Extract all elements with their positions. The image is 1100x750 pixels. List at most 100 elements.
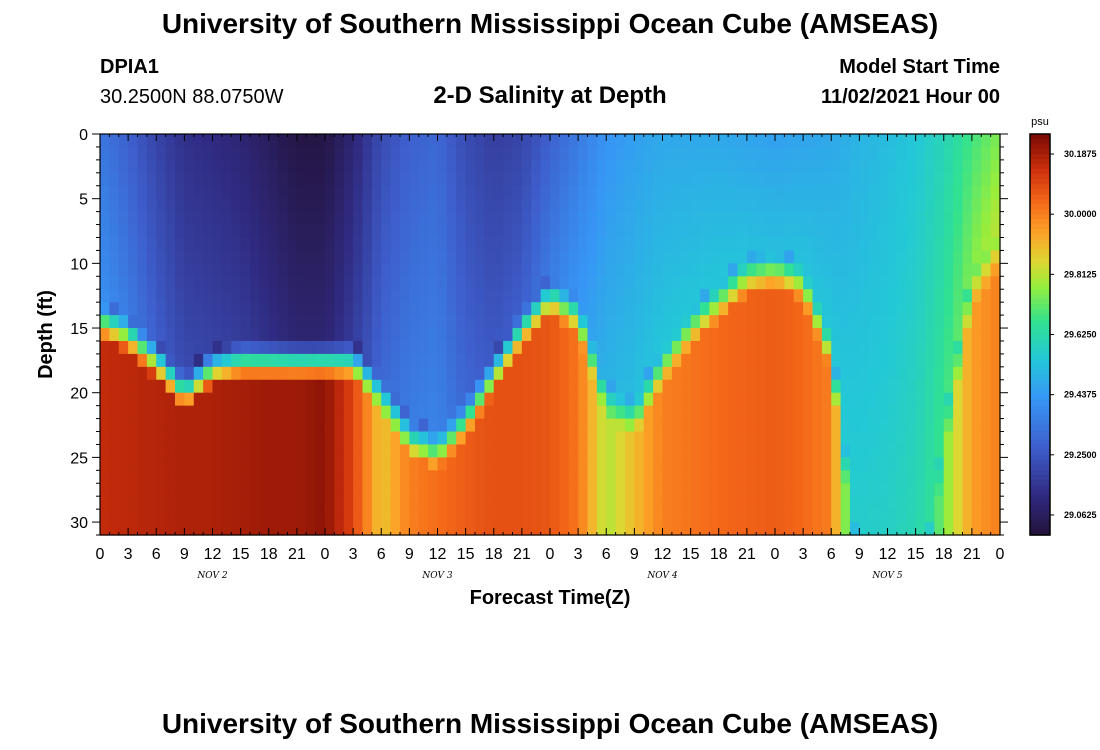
heatmap-cell [962,405,973,420]
heatmap-cell [765,302,776,316]
heatmap-cell [287,146,298,161]
heatmap-cell [925,315,935,329]
heatmap-cell [737,379,748,394]
heatmap-cell [990,328,1001,342]
heatmap-cell [662,185,673,200]
colorbar-band [1030,359,1050,366]
heatmap-cell [662,211,673,226]
heatmap-cell [718,263,729,277]
heatmap-cell [531,483,542,497]
heatmap-cell [175,134,185,148]
heatmap-cell [493,379,504,394]
heatmap-cell [287,328,298,342]
heatmap-cell [765,276,776,290]
heatmap-cell [371,418,382,433]
heatmap-cell [381,340,392,355]
heatmap-cell [446,405,457,420]
heatmap-cell [850,457,860,471]
heatmap-cell [231,328,242,342]
heatmap-cell [718,444,729,458]
heatmap-cell [756,509,767,523]
heatmap-cell [831,509,842,523]
heatmap-cell [587,237,598,252]
heatmap-cell [250,405,260,420]
heatmap-cells [100,134,1001,536]
heatmap-cell [943,224,954,239]
heatmap-cell [971,470,982,484]
heatmap-cell [493,198,504,213]
heatmap-cell [690,418,701,433]
heatmap-cell [118,353,129,368]
heatmap-cell [165,172,176,187]
heatmap-cell [606,444,617,458]
y-tick-label: 20 [70,386,88,403]
heatmap-cell [353,522,364,536]
heatmap-cell [934,315,945,329]
heatmap-cell [156,444,167,458]
heatmap-cell [512,146,523,161]
heatmap-cell [906,483,917,497]
heatmap-cell [700,328,710,342]
heatmap-cell [165,431,176,446]
heatmap-cell [306,185,317,200]
heatmap-cell [381,431,392,446]
heatmap-cell [137,146,148,161]
heatmap-cell [662,353,673,368]
heatmap-cell [212,509,223,523]
heatmap-cell [653,509,664,523]
heatmap-cell [643,509,654,523]
heatmap-cell [240,263,251,277]
heatmap-cell [859,250,870,264]
heatmap-cell [887,263,898,277]
heatmap-cell [437,470,448,484]
heatmap-cell [334,366,345,381]
heatmap-cell [325,470,335,484]
heatmap-cell [896,483,907,497]
heatmap-cell [859,444,870,458]
heatmap-cell [671,134,682,148]
colorbar-band [1030,469,1050,476]
heatmap-cell [550,431,560,446]
heatmap-cell [231,185,242,200]
heatmap-cell [428,392,439,407]
heatmap-cell [343,509,354,523]
heatmap-cell [728,379,739,394]
heatmap-cell [962,237,973,252]
heatmap-cell [165,224,176,239]
heatmap-cell [128,198,139,213]
heatmap-cell [812,146,823,161]
heatmap-cell [203,134,214,148]
heatmap-cell [296,328,307,342]
heatmap-cell [128,289,139,303]
heatmap-cell [775,250,785,264]
heatmap-cell [362,237,373,252]
heatmap-cell [578,224,589,239]
heatmap-cell [184,509,195,523]
heatmap-cell [550,328,560,342]
colorbar-band [1030,449,1050,456]
heatmap-cell [925,509,935,523]
heatmap-cell [156,198,167,213]
heatmap-cell [278,496,289,510]
heatmap-cell [231,405,242,420]
heatmap-cell [437,353,448,368]
colorbar-band [1030,479,1050,486]
heatmap-cell [746,431,757,446]
heatmap-cell [578,457,589,471]
heatmap-cell [943,302,954,316]
heatmap-cell [400,418,410,433]
heatmap-cell [362,340,373,355]
heatmap-cell [221,211,232,226]
heatmap-cell [981,328,992,342]
colorbar-band [1030,154,1050,160]
heatmap-cell [962,302,973,316]
heatmap-cell [418,340,429,355]
heatmap-cell [353,134,364,148]
heatmap-cell [690,366,701,381]
heatmap-cell [784,276,795,290]
heatmap-cell [118,250,129,264]
heatmap-cell [653,172,664,187]
heatmap-cell [278,483,289,497]
heatmap-cell [231,496,242,510]
heatmap-cell [306,496,317,510]
